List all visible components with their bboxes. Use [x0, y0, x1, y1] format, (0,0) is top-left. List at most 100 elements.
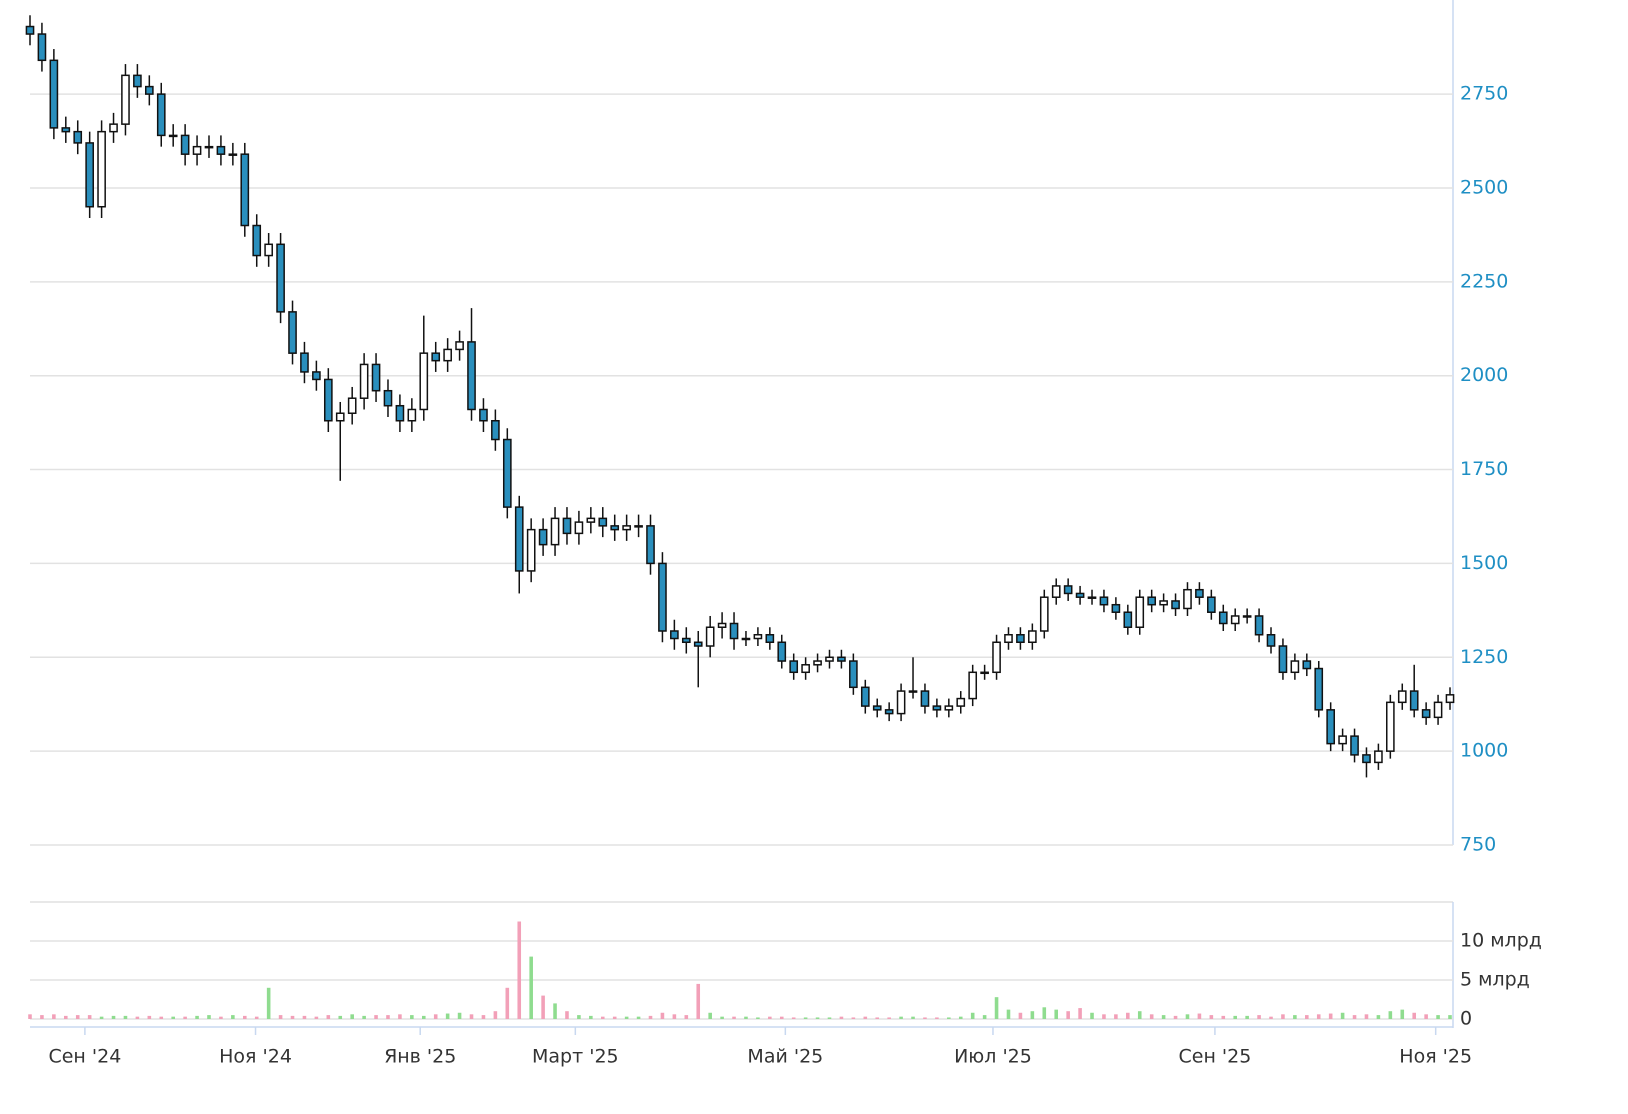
volume-bar: [231, 1015, 235, 1019]
candle-body: [944, 705, 954, 711]
candle-body: [825, 656, 834, 662]
candle-body: [1242, 615, 1252, 618]
candle-body: [693, 641, 703, 647]
volume-bar: [183, 1016, 187, 1019]
volume-bar: [899, 1016, 903, 1019]
candle-body: [25, 25, 35, 35]
candle-body: [1445, 694, 1455, 704]
candle-body: [252, 224, 262, 257]
candle-body: [407, 408, 417, 422]
candle-body: [717, 622, 727, 628]
volume-bar: [421, 1015, 426, 1019]
candle-body: [1099, 596, 1109, 606]
volume-bar: [1316, 1014, 1321, 1019]
candle-body: [574, 521, 584, 535]
candle-body: [526, 528, 536, 572]
volume-bar: [195, 1015, 199, 1019]
volume-bar: [911, 1016, 915, 1019]
volume-bar: [171, 1016, 175, 1019]
volume-tick-label: 5 млрд: [1460, 969, 1530, 991]
candle-body: [681, 637, 691, 644]
candle-body: [753, 634, 763, 640]
volume-bar: [708, 1012, 712, 1019]
volume-bar: [481, 1015, 486, 1019]
candle-body: [813, 660, 822, 666]
volume-bar: [1269, 1016, 1273, 1019]
volume-bar: [768, 1016, 772, 1019]
candle-body: [1397, 690, 1407, 704]
y-tick-label: 1750: [1460, 458, 1508, 480]
volume-bar: [493, 1011, 498, 1019]
candle-body: [1207, 596, 1216, 613]
candle-body: [801, 664, 810, 674]
volume-bar: [1102, 1014, 1106, 1019]
volume-bar: [1233, 1015, 1237, 1019]
x-tick-label: Май '25: [747, 1046, 823, 1068]
volume-bar: [1340, 1012, 1345, 1019]
candle-body: [359, 363, 369, 399]
candle-body: [896, 690, 906, 715]
candle-body: [872, 705, 882, 711]
volume-bar: [1197, 1013, 1202, 1019]
candle-body: [1314, 667, 1324, 711]
y-tick-label: 750: [1460, 834, 1496, 856]
volume-bar: [1388, 1011, 1393, 1019]
candle-body: [300, 352, 309, 373]
candle-body: [729, 622, 739, 640]
candle-body: [586, 517, 596, 523]
candle-body: [908, 690, 918, 693]
candle-body: [312, 371, 321, 381]
volume-bar: [684, 1015, 689, 1019]
volume-bar: [445, 1013, 450, 1019]
volume-bar: [1018, 1012, 1023, 1019]
candle-body: [73, 130, 83, 144]
candle-body: [133, 74, 142, 88]
volume-bar: [541, 995, 545, 1019]
volume-bar: [219, 1016, 223, 1019]
candle-body: [646, 525, 655, 565]
volume-bar: [947, 1017, 951, 1019]
candle-body: [1051, 585, 1061, 598]
volume-bar: [624, 1016, 629, 1019]
volume-bar: [410, 1015, 414, 1019]
volume-bar: [1436, 1015, 1440, 1019]
candle-body: [395, 404, 405, 422]
candle-body: [1350, 735, 1359, 756]
candle-body: [956, 697, 966, 707]
volume-bar: [696, 983, 701, 1019]
volume-bar: [1090, 1012, 1094, 1019]
candle-body: [670, 630, 679, 640]
candle-body: [156, 93, 166, 137]
candle-body: [1278, 645, 1288, 674]
candle-body: [97, 130, 106, 208]
volume-bar: [266, 987, 271, 1019]
volume-bar: [52, 1014, 56, 1019]
candle-body: [216, 145, 226, 155]
x-tick-label: Сен '24: [48, 1046, 121, 1068]
candle-body: [1147, 596, 1157, 606]
candle-body: [1195, 588, 1204, 598]
volume-bar: [1114, 1014, 1118, 1019]
volume-bar: [314, 1016, 319, 1019]
candle-body: [920, 690, 930, 707]
volume-bar: [111, 1015, 116, 1019]
candle-body: [1326, 709, 1336, 745]
candle-body: [49, 59, 59, 129]
volume-bar: [338, 1015, 343, 1019]
candle-body: [431, 352, 441, 362]
candle-body: [992, 641, 1001, 674]
candle-body: [1039, 596, 1049, 632]
candle-body: [932, 705, 942, 711]
candle-body: [837, 656, 846, 662]
volume-bar: [589, 1015, 593, 1019]
candle-body: [514, 506, 524, 572]
volume-bar: [612, 1016, 617, 1019]
x-tick-label: Янв '25: [384, 1046, 456, 1068]
volume-bar: [147, 1015, 152, 1019]
candle-body: [491, 419, 500, 441]
volume-bar: [1006, 1009, 1011, 1019]
candle-body: [502, 438, 512, 508]
volume-bar: [123, 1015, 128, 1019]
volume-bar: [600, 1016, 605, 1019]
candle-body: [1016, 634, 1025, 644]
